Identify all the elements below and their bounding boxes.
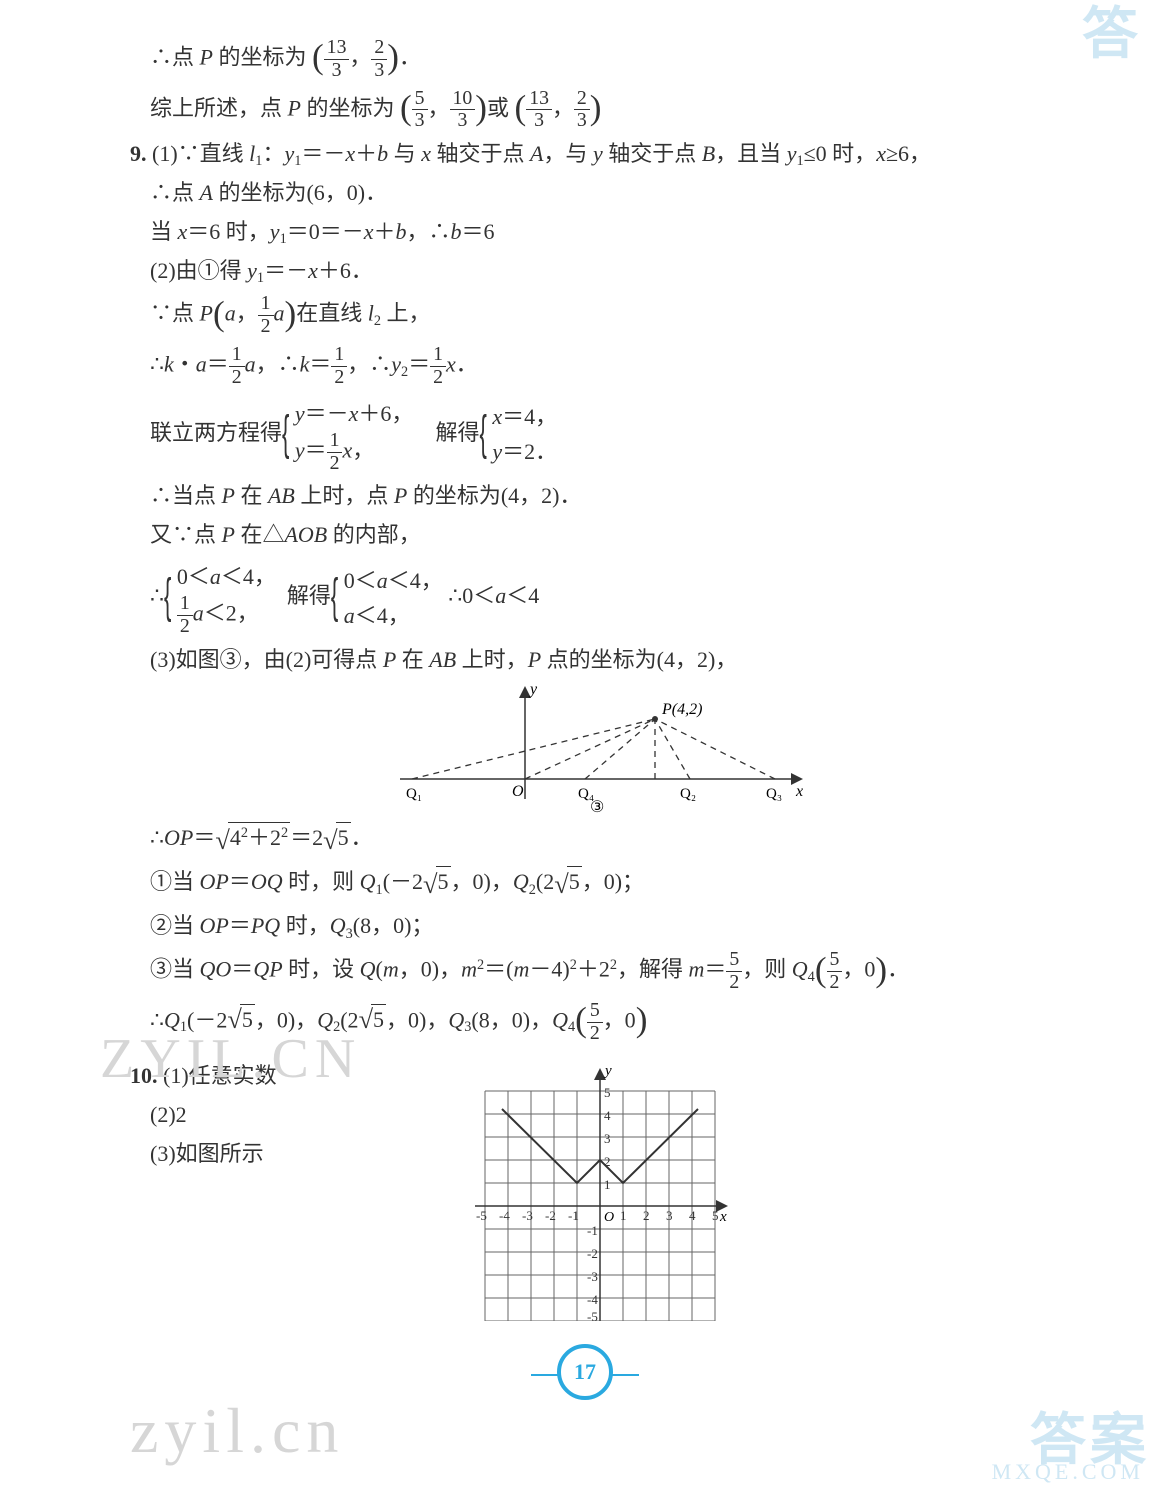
watermark-br-small: MXQE.COM bbox=[992, 1457, 1144, 1488]
svg-text:5: 5 bbox=[604, 1085, 611, 1100]
text-line: ①当 OP＝OQ 时，则 Q1(－2√5，0)，Q2(2√5，0)； bbox=[150, 866, 1060, 903]
svg-text:5: 5 bbox=[712, 1208, 719, 1223]
svg-text:③: ③ bbox=[590, 799, 604, 814]
watermark-mid: ZYIL.CN bbox=[100, 1020, 361, 1098]
text-line: ③当 QO＝QP 时，设 Q(m，0)，m2＝(m－4)2＋22，解得 m＝52… bbox=[150, 950, 1060, 993]
text-line-system: ∴{ 0＜a＜4， 12a＜2， 解得{ 0＜a＜4， a＜4， ∴0＜a＜4 bbox=[150, 559, 1060, 637]
svg-text:4: 4 bbox=[604, 1108, 611, 1123]
problem-9: 9. (1)∵直线 l1：y1＝－x＋b 与 x 轴交于点 A，与 y 轴交于点… bbox=[130, 139, 1060, 170]
svg-text:-1: -1 bbox=[587, 1223, 598, 1238]
svg-text:O: O bbox=[512, 783, 524, 800]
svg-text:-4: -4 bbox=[587, 1292, 598, 1307]
text-line: (2)2 bbox=[150, 1100, 430, 1131]
svg-text:4: 4 bbox=[689, 1208, 696, 1223]
text-line: (2)由①得 y1＝－x＋6． bbox=[150, 256, 1060, 287]
text-line: (3)如图所示 bbox=[150, 1139, 430, 1170]
diagram-3: y x O P(4,2) Q₁ Q₄ Q₂ Q₃ ③ bbox=[380, 684, 810, 814]
text-line: 综上所述，点 P 的坐标为 (53，103)或 (133，23) bbox=[150, 89, 1060, 132]
watermark-top: 答 bbox=[1082, 0, 1142, 74]
svg-text:P(4,2): P(4,2) bbox=[661, 701, 702, 718]
svg-text:-1: -1 bbox=[568, 1208, 579, 1223]
page-number-badge: 17 bbox=[557, 1344, 613, 1400]
svg-text:-2: -2 bbox=[545, 1208, 556, 1223]
svg-text:-2: -2 bbox=[587, 1246, 598, 1261]
svg-text:3: 3 bbox=[604, 1131, 611, 1146]
text-line: ∴点 P 的坐标为 (133，23)． bbox=[150, 38, 1060, 81]
svg-text:-5: -5 bbox=[476, 1208, 487, 1223]
svg-text:2: 2 bbox=[643, 1208, 650, 1223]
text-line: ∴OP＝√42＋22＝2√5． bbox=[150, 822, 1060, 859]
text-line: ∴当点 P 在 AB 上时，点 P 的坐标为(4，2)． bbox=[150, 481, 1060, 512]
text-line-system: 联立两方程得{ y＝－x＋6， y＝12x， 解得{ x＝4， y＝2． bbox=[150, 396, 1060, 474]
svg-text:y: y bbox=[603, 1063, 612, 1079]
svg-text:3: 3 bbox=[666, 1208, 673, 1223]
text-line: ∴k・a＝12a，∴k＝12，∴y2＝12x． bbox=[150, 345, 1060, 388]
text-line: (3)如图③，由(2)可得点 P 在 AB 上时，P 点的坐标为(4，2)， bbox=[150, 645, 1060, 676]
svg-text:-3: -3 bbox=[522, 1208, 533, 1223]
grid-chart: y x O 5 4 3 2 1 -1 -2 -3 -4 -5 -5 -4 -3 -2 -1 1 2 3 4 5 bbox=[470, 1061, 730, 1321]
svg-text:x: x bbox=[719, 1209, 727, 1225]
svg-text:y: y bbox=[528, 684, 538, 698]
text-line: ②当 OP＝PQ 时，Q3(8，0)； bbox=[150, 911, 1060, 942]
svg-text:Q₃: Q₃ bbox=[766, 786, 782, 802]
svg-text:-4: -4 bbox=[499, 1208, 510, 1223]
svg-text:1: 1 bbox=[604, 1177, 611, 1192]
text-line: ∴点 A 的坐标为(6，0)． bbox=[150, 178, 1060, 209]
svg-text:Q₁: Q₁ bbox=[406, 786, 422, 802]
text-line: 又∵点 P 在△AOB 的内部， bbox=[150, 520, 1060, 551]
svg-text:-3: -3 bbox=[587, 1269, 598, 1284]
text-line: ∵点 P(a，12a)在直线 l2 上， bbox=[150, 294, 1060, 337]
text-line: 当 x＝6 时，y1＝0＝－x＋b，∴b＝6 bbox=[150, 217, 1060, 248]
svg-text:O: O bbox=[604, 1210, 614, 1225]
svg-text:2: 2 bbox=[604, 1154, 611, 1169]
svg-text:-5: -5 bbox=[587, 1309, 598, 1321]
watermark-bottom-left: zyil.cn bbox=[130, 1386, 344, 1476]
svg-text:1: 1 bbox=[620, 1208, 627, 1223]
svg-text:Q₂: Q₂ bbox=[680, 786, 696, 802]
svg-text:x: x bbox=[795, 783, 803, 800]
